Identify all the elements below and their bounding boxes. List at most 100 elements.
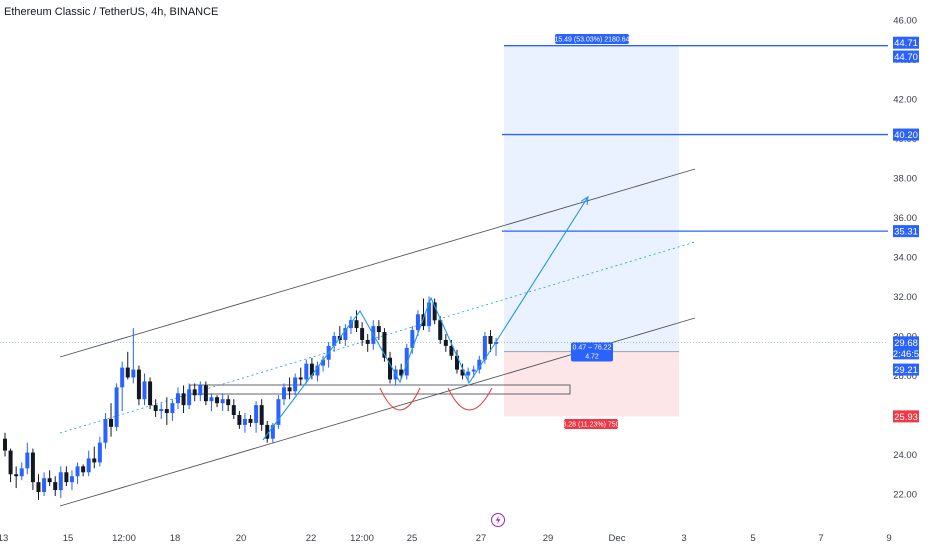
- candle-body: [449, 345, 454, 356]
- channel-middle-line: [59, 241, 696, 434]
- candle-body: [47, 478, 52, 483]
- candle: [69, 470, 74, 491]
- candle-body: [309, 363, 314, 376]
- candle: [58, 466, 63, 498]
- arc-0: [379, 387, 421, 411]
- candle-body: [242, 418, 247, 425]
- candle-body: [69, 476, 74, 483]
- candle: [242, 413, 247, 433]
- price-tag-box: [893, 50, 919, 63]
- candle-body: [270, 424, 275, 439]
- candle: [215, 395, 220, 408]
- candle: [265, 420, 270, 443]
- candle: [125, 351, 130, 380]
- candle-body: [354, 320, 359, 329]
- x-tick-label: 20: [236, 533, 247, 544]
- candle: [348, 316, 353, 335]
- candle-body: [421, 314, 426, 327]
- candle: [142, 373, 147, 406]
- candle-body: [58, 472, 63, 491]
- candle: [276, 395, 281, 429]
- candle: [237, 411, 242, 429]
- target-zone: [504, 45, 679, 352]
- price-tag-box: [893, 36, 919, 49]
- price-tag-label: 25.93: [894, 412, 918, 423]
- candle: [315, 361, 320, 382]
- candle: [293, 373, 298, 396]
- stop-label-pill: [564, 419, 618, 429]
- risk-reward-ratio: 4.72: [585, 354, 599, 361]
- candle: [226, 395, 231, 412]
- candle: [332, 332, 337, 352]
- candle: [287, 377, 292, 400]
- candle-body: [254, 405, 259, 423]
- candle: [81, 464, 86, 477]
- candle: [131, 328, 136, 384]
- candle-body: [471, 369, 476, 372]
- candle-body: [136, 369, 141, 400]
- candle: [187, 383, 192, 410]
- candle-body: [159, 409, 164, 412]
- candle: [415, 310, 420, 336]
- candle: [460, 363, 465, 380]
- candle-body: [109, 418, 114, 427]
- stop-zone: [504, 351, 679, 417]
- candle-body: [181, 393, 186, 406]
- candle: [47, 470, 52, 487]
- candle: [354, 310, 359, 333]
- price-tag-label: 35.31: [894, 227, 918, 238]
- candle-body: [488, 336, 493, 344]
- candle: [254, 401, 259, 433]
- candle: [248, 415, 253, 427]
- candle: [365, 334, 370, 352]
- x-tick-label: 18: [170, 533, 181, 544]
- candle: [209, 393, 214, 412]
- candle: [170, 399, 175, 421]
- candle-body: [164, 409, 169, 414]
- candle: [192, 383, 197, 402]
- risk-reward-pill: [571, 342, 613, 362]
- price-tag-label: 02:46:59: [888, 349, 925, 360]
- candle: [376, 320, 381, 340]
- candle-body: [360, 328, 365, 340]
- y-tick-label: 34.00: [893, 253, 917, 264]
- candle-body: [42, 478, 47, 493]
- candle-body: [410, 330, 415, 348]
- candle: [164, 397, 169, 425]
- candle-body: [97, 442, 102, 463]
- candle-body: [432, 302, 437, 321]
- price-tag-box: [893, 225, 919, 238]
- risk-reward-label: 0.47 – 76.22: [573, 345, 612, 352]
- candle-body: [293, 377, 298, 392]
- candle-body: [321, 359, 326, 366]
- candle: [53, 476, 58, 496]
- x-tick-label: Dec: [609, 533, 626, 544]
- candle-body: [231, 405, 236, 415]
- candle: [382, 328, 387, 362]
- candle-body: [376, 326, 381, 333]
- candle: [454, 349, 459, 374]
- candle-body: [348, 320, 353, 329]
- x-tick-label: 3: [681, 533, 686, 544]
- candle-body: [404, 347, 409, 376]
- candle-body: [170, 403, 175, 414]
- candle: [86, 450, 91, 477]
- y-tick-label: 38.00: [893, 174, 917, 185]
- candle: [337, 326, 342, 344]
- arc-1: [447, 387, 493, 411]
- x-tick-label: 29: [543, 533, 554, 544]
- stop-label: 3.28 (11.23%) 750: [562, 422, 619, 429]
- candle: [298, 367, 303, 386]
- y-tick-label: 32.00: [893, 292, 917, 303]
- candle-body: [131, 369, 136, 378]
- candle: [231, 399, 236, 419]
- candle-body: [25, 452, 30, 469]
- x-tick-label: 27: [476, 533, 487, 544]
- candle: [14, 466, 19, 489]
- y-tick-label: 24.00: [893, 450, 917, 461]
- lightning-icon: [495, 515, 501, 525]
- x-tick-label: 5: [750, 533, 755, 544]
- candle: [321, 355, 326, 372]
- candle-body: [8, 450, 13, 475]
